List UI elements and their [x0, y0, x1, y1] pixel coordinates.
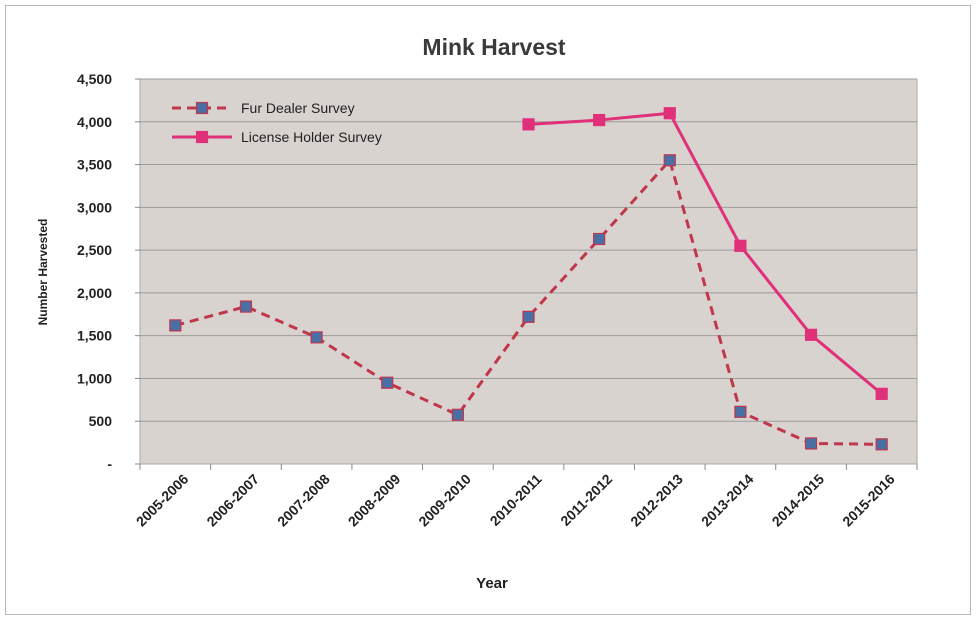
data-point	[593, 113, 606, 127]
x-tick-label: 2007-2008	[274, 471, 333, 530]
gridlines	[140, 78, 917, 422]
x-tick-label: 2005-2006	[133, 471, 192, 530]
x-tick-label: 2015-2016	[839, 471, 898, 530]
data-point	[381, 376, 394, 389]
x-axis-title: Year	[476, 575, 508, 592]
y-tick-label: 3,000	[77, 199, 112, 215]
series-layer	[169, 107, 888, 451]
x-tick-label: 2009-2010	[415, 471, 474, 530]
x-tick-label: 2014-2015	[769, 471, 828, 530]
data-point	[663, 107, 676, 120]
y-tick-label: 1,000	[77, 370, 112, 386]
x-tick-label: 2010-2011	[487, 471, 545, 529]
y-tick-label: 500	[89, 413, 113, 429]
x-tick-label: 2006-2007	[203, 471, 262, 530]
chart-title: Mink Harvest	[422, 34, 566, 60]
y-axis-title: Number Harvested	[36, 219, 50, 326]
data-point	[522, 118, 535, 131]
x-tick-label: 2012-2013	[627, 471, 686, 530]
data-point	[734, 405, 747, 418]
x-tick-label: 2008-2009	[345, 471, 404, 530]
y-tick-label: 3,500	[77, 157, 112, 173]
y-tick-label: 1,500	[77, 328, 112, 344]
y-axis-ticks: - 500 1,000 1,500 2,000 2,500 3,000 3,500 4,000 4…	[77, 71, 140, 472]
data-point	[875, 438, 888, 451]
y-tick-label: 2,000	[77, 285, 112, 301]
y-tick-label: -	[107, 456, 112, 472]
data-point	[310, 331, 323, 344]
series-line	[174, 158, 882, 446]
data-point	[239, 300, 253, 313]
x-tick-label: 2011-2012	[557, 471, 615, 529]
data-point	[593, 232, 606, 246]
data-point	[663, 154, 676, 167]
plot-area	[139, 78, 918, 465]
legend: Fur Dealer Survey License Holder Survey	[172, 100, 382, 145]
y-tick-label: 2,500	[77, 242, 112, 258]
series-license-holder-survey	[522, 107, 888, 400]
data-point	[169, 319, 182, 332]
legend-label: License Holder Survey	[241, 129, 382, 145]
x-axis-ticks: 2005-2006 2006-2007 2007-2008 2008-2009 2009…	[133, 464, 918, 530]
legend-marker	[195, 130, 209, 144]
series-line	[528, 111, 883, 395]
data-point	[734, 239, 747, 252]
data-point	[804, 437, 818, 450]
data-point	[804, 328, 818, 341]
data-point	[875, 387, 888, 400]
data-point	[451, 408, 464, 421]
legend-marker	[195, 101, 209, 115]
series-fur-dealer-survey	[169, 154, 888, 451]
legend-label: Fur Dealer Survey	[241, 100, 355, 116]
y-tick-label: 4,500	[77, 71, 112, 87]
x-tick-label: 2013-2014	[698, 471, 757, 530]
y-tick-label: 4,000	[77, 114, 112, 130]
data-point	[522, 310, 535, 323]
